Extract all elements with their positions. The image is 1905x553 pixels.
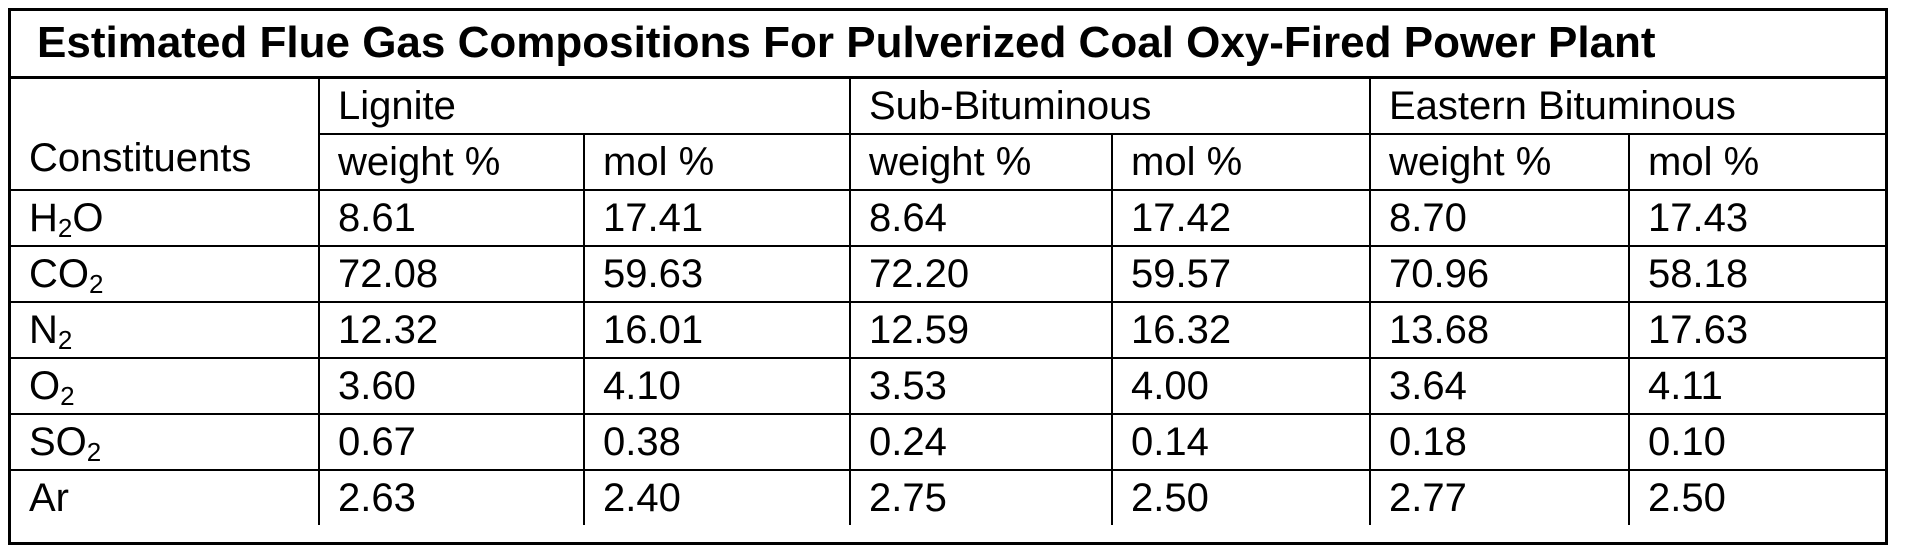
table-cell: 2.77 [1370, 470, 1629, 525]
group-header-lignite: Lignite [319, 79, 850, 134]
table-cell: 59.57 [1112, 246, 1370, 302]
table-cell: 59.63 [584, 246, 850, 302]
group-header-row: Constituents Lignite Sub-Bituminous East… [11, 79, 1885, 134]
table-cell: 17.41 [584, 190, 850, 246]
subcolumn-header: weight % [1370, 134, 1629, 190]
constituent-name: Ar [11, 470, 319, 525]
subcolumn-header: weight % [850, 134, 1112, 190]
table-cell: 17.43 [1629, 190, 1885, 246]
table-cell: 2.63 [319, 470, 584, 525]
group-header-eastern-bituminous: Eastern Bituminous [1370, 79, 1885, 134]
table-row: N2 12.32 16.01 12.59 16.32 13.68 17.63 [11, 302, 1885, 358]
table-cell: 3.53 [850, 358, 1112, 414]
table-cell: 17.42 [1112, 190, 1370, 246]
table-cell: 4.10 [584, 358, 850, 414]
constituent-name: H2O [11, 190, 319, 246]
table-cell: 2.50 [1629, 470, 1885, 525]
constituent-name: O2 [11, 358, 319, 414]
constituent-name: N2 [11, 302, 319, 358]
table-row: O2 3.60 4.10 3.53 4.00 3.64 4.11 [11, 358, 1885, 414]
table-cell: 12.59 [850, 302, 1112, 358]
subcolumn-header: mol % [584, 134, 850, 190]
constituent-name: CO2 [11, 246, 319, 302]
table-cell: 8.70 [1370, 190, 1629, 246]
table-cell: 3.64 [1370, 358, 1629, 414]
constituents-header: Constituents [11, 79, 319, 190]
subcolumn-header: mol % [1629, 134, 1885, 190]
composition-grid: Constituents Lignite Sub-Bituminous East… [11, 79, 1885, 525]
table-cell: 16.32 [1112, 302, 1370, 358]
subcolumn-header: mol % [1112, 134, 1370, 190]
table-cell: 3.60 [319, 358, 584, 414]
table-cell: 2.40 [584, 470, 850, 525]
table-cell: 0.14 [1112, 414, 1370, 470]
table-cell: 0.67 [319, 414, 584, 470]
table-cell: 8.61 [319, 190, 584, 246]
table-cell: 2.50 [1112, 470, 1370, 525]
table-cell: 58.18 [1629, 246, 1885, 302]
table-cell: 0.18 [1370, 414, 1629, 470]
table-cell: 17.63 [1629, 302, 1885, 358]
table-cell: 16.01 [584, 302, 850, 358]
table-title: Estimated Flue Gas Compositions For Pulv… [11, 11, 1885, 79]
table-row: H2O 8.61 17.41 8.64 17.42 8.70 17.43 [11, 190, 1885, 246]
table-cell: 0.10 [1629, 414, 1885, 470]
table-cell: 12.32 [319, 302, 584, 358]
table-cell: 2.75 [850, 470, 1112, 525]
table-cell: 4.11 [1629, 358, 1885, 414]
table-cell: 72.20 [850, 246, 1112, 302]
table-cell: 4.00 [1112, 358, 1370, 414]
table-cell: 0.38 [584, 414, 850, 470]
table-cell: 72.08 [319, 246, 584, 302]
subcolumn-header: weight % [319, 134, 584, 190]
table-cell: 0.24 [850, 414, 1112, 470]
group-header-sub-bituminous: Sub-Bituminous [850, 79, 1370, 134]
table-row: CO2 72.08 59.63 72.20 59.57 70.96 58.18 [11, 246, 1885, 302]
constituent-name: SO2 [11, 414, 319, 470]
table-row: SO2 0.67 0.38 0.24 0.14 0.18 0.10 [11, 414, 1885, 470]
flue-gas-table: Estimated Flue Gas Compositions For Pulv… [8, 8, 1888, 545]
table-cell: 8.64 [850, 190, 1112, 246]
table-row: Ar 2.63 2.40 2.75 2.50 2.77 2.50 [11, 470, 1885, 525]
table-cell: 13.68 [1370, 302, 1629, 358]
table-cell: 70.96 [1370, 246, 1629, 302]
